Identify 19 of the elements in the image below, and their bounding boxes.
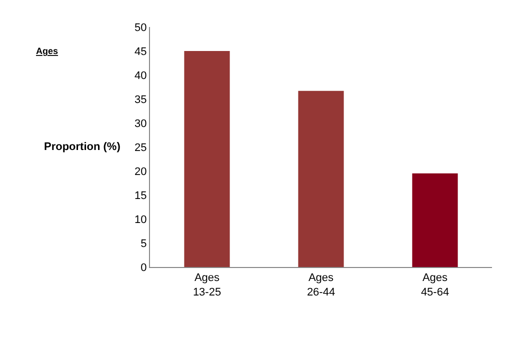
y-tick-label: 45	[134, 46, 147, 58]
x-tick-label: Ages 13-25	[192, 272, 222, 298]
y-tick-label: 10	[134, 214, 147, 226]
y-tick-label: 30	[134, 118, 147, 130]
y-tick-label: 40	[134, 70, 147, 82]
y-tick-label: 5	[140, 238, 147, 250]
y-tick-label: 15	[134, 190, 147, 202]
x-tick-label: Ages 26-44	[306, 272, 336, 298]
bar	[184, 51, 230, 267]
y-axis-title: Proportion (%)	[44, 141, 121, 153]
y-tick-label: 20	[134, 166, 147, 178]
y-tick-label: 50	[134, 22, 147, 34]
x-tick-label: Ages 45-64	[420, 272, 450, 298]
text: Ages	[36, 46, 58, 56]
y-tick-label: 35	[134, 94, 147, 106]
y-tick-label: 25	[134, 142, 147, 154]
y-tick-label: 0	[140, 262, 147, 274]
bar	[298, 90, 344, 267]
bar	[412, 173, 458, 267]
